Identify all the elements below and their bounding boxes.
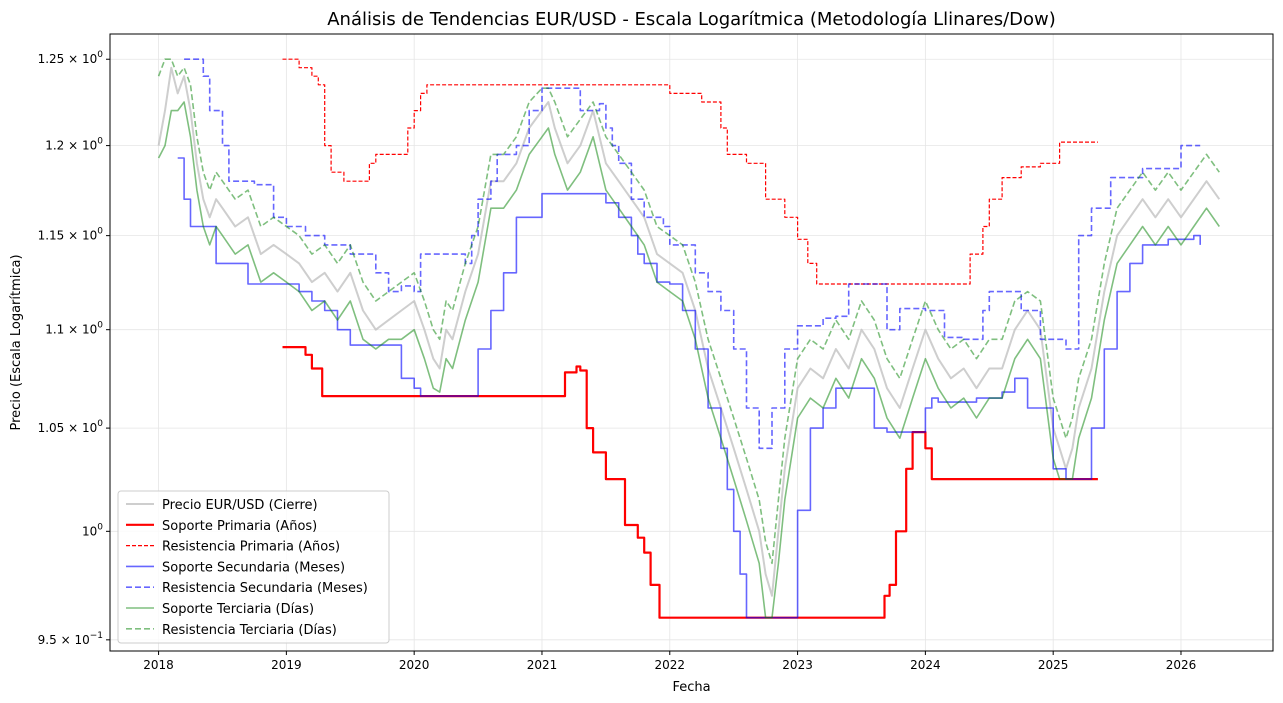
x-tick-label: 2026 — [1166, 658, 1197, 672]
y-tick-label: 1.15 × 100 — [38, 227, 104, 243]
x-tick-label: 2019 — [271, 658, 302, 672]
y-tick-label: 1.25 × 100 — [38, 50, 104, 66]
x-tick-label: 2020 — [399, 658, 430, 672]
y-tick-label: 1.1 × 100 — [45, 321, 103, 337]
x-tick-label: 2021 — [527, 658, 558, 672]
legend-entry: Resistencia Terciaria (Días) — [162, 623, 337, 638]
y-axis-ticks: 9.5 × 10−1 100 1.05 × 100 1.1 × 100 1.15 × 1… — [38, 50, 110, 647]
x-tick-label: 2023 — [782, 658, 813, 672]
chart-title: Análisis de Tendencias EUR/USD - Escala … — [327, 9, 1056, 30]
x-tick-label: 2018 — [143, 658, 174, 672]
legend-entry: Precio EUR/USD (Cierre) — [162, 498, 318, 513]
series-line-4 — [184, 58, 1201, 450]
legend-entry: Resistencia Primaria (Años) — [162, 540, 340, 555]
y-tick-label: 100 — [82, 522, 103, 538]
legend-box — [117, 490, 390, 644]
legend: Precio EUR/USD (Cierre) Soporte Primaria … — [117, 490, 390, 644]
series-line-5 — [157, 101, 1220, 619]
y-tick-label: 1.05 × 100 — [38, 419, 104, 435]
x-axis-label: Fecha — [672, 680, 710, 695]
legend-entry: Resistencia Secundaria (Meses) — [162, 581, 368, 596]
plot-frame — [109, 33, 1274, 652]
y-tick-label: 9.5 × 10−1 — [38, 631, 103, 647]
series-line-1 — [282, 346, 1098, 619]
x-tick-label: 2024 — [910, 658, 941, 672]
y-tick-label: 1.2 × 100 — [45, 137, 103, 153]
series-line-2 — [282, 58, 1098, 285]
series-layer — [157, 58, 1221, 619]
x-tick-label: 2025 — [1038, 658, 1069, 672]
legend-entry: Soporte Primaria (Años) — [162, 519, 317, 534]
series-line-6 — [157, 58, 1220, 565]
series-line-0 — [157, 66, 1221, 597]
legend-entry: Soporte Terciaria (Días) — [162, 602, 314, 617]
grid — [110, 34, 1273, 651]
series-line-3 — [177, 157, 1201, 619]
x-tick-label: 2022 — [655, 658, 686, 672]
x-axis-ticks: 2018 2019 2020 2021 2022 2023 2024 2025 2026 — [143, 651, 1196, 672]
y-axis-label: Precio (Escala Logarítmica) — [9, 254, 24, 430]
legend-entry: Soporte Secundaria (Meses) — [162, 560, 345, 575]
